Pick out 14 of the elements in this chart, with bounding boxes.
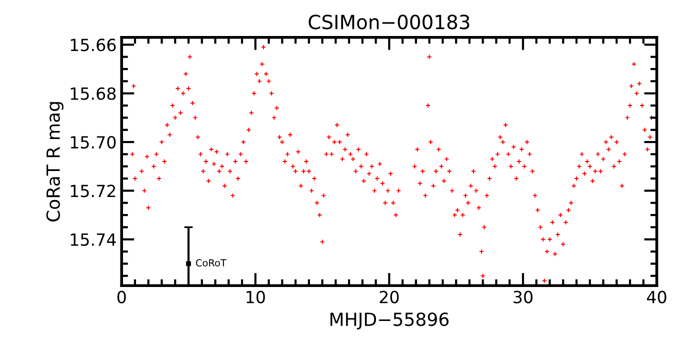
series-label: CoRoT xyxy=(196,259,226,267)
x-axis-title: MHJD−55896 xyxy=(330,312,449,330)
y-tick-label: 15.66 xyxy=(70,38,116,52)
x-tick-label: 40 xyxy=(646,290,666,304)
y-tick-label: 15.72 xyxy=(70,184,116,198)
y-tick-label: 15.70 xyxy=(70,136,116,149)
y-tick-label: 15.68 xyxy=(70,87,116,100)
x-tick-label: 10 xyxy=(246,290,265,304)
x-tick-label: 0 xyxy=(117,290,126,304)
x-tick-label: 20 xyxy=(380,290,399,304)
chart-title: CSIMon−000183 xyxy=(308,14,470,30)
y-axis-title: CoRaT R mag xyxy=(46,102,64,222)
y-tick-label: 15.74 xyxy=(70,234,116,246)
x-tick-label: 30 xyxy=(514,290,532,304)
